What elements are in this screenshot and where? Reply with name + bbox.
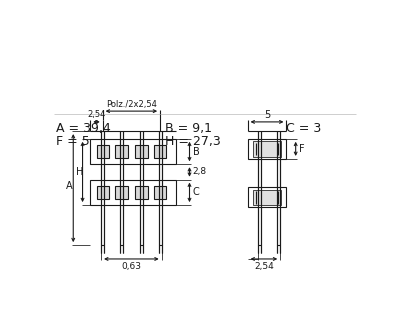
Text: A: A [66, 181, 73, 191]
Text: A = 39,4: A = 39,4 [56, 122, 111, 135]
Bar [154, 186, 166, 198]
Bar [135, 186, 148, 198]
Text: F = 5: F = 5 [56, 135, 90, 148]
Text: C = 3: C = 3 [286, 122, 322, 135]
Text: F: F [299, 144, 304, 154]
Bar [248, 139, 286, 159]
Bar [253, 190, 281, 205]
Bar [253, 141, 281, 157]
Text: C: C [193, 187, 199, 197]
Text: 5: 5 [264, 110, 270, 120]
Text: B = 9,1: B = 9,1 [165, 122, 212, 135]
Text: 0,63: 0,63 [121, 262, 141, 271]
Text: B: B [193, 147, 199, 157]
Bar [90, 180, 176, 205]
Bar [135, 145, 148, 158]
Bar [90, 139, 176, 164]
Bar [115, 145, 128, 158]
Bar [96, 186, 109, 198]
Text: H = 27,3: H = 27,3 [165, 135, 220, 148]
Bar [115, 186, 128, 198]
Text: H: H [76, 167, 83, 177]
Bar [96, 145, 109, 158]
Text: 2,8: 2,8 [193, 167, 207, 176]
Bar [154, 145, 166, 158]
Bar [248, 187, 286, 207]
Text: Polz./2x2,54: Polz./2x2,54 [106, 100, 157, 109]
Text: 2,54: 2,54 [87, 110, 106, 119]
Text: 2,54: 2,54 [254, 262, 274, 271]
